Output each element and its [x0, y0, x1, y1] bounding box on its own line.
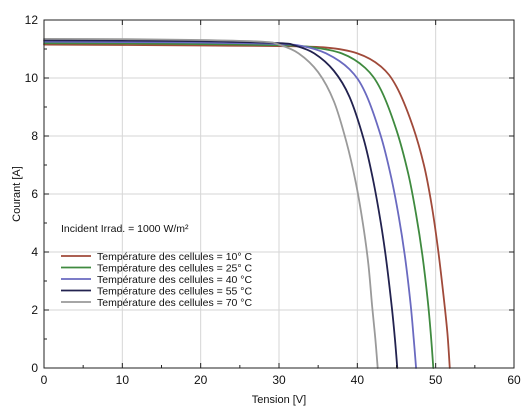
series-line-1 — [43, 43, 451, 369]
x-axis-title: Tension [V] — [252, 394, 306, 406]
y-tick-label: 8 — [31, 129, 38, 143]
legend: Température des cellules = 10° CTempérat… — [61, 251, 252, 309]
x-tick-label: 0 — [41, 373, 48, 387]
x-tick-label: 60 — [507, 373, 521, 387]
legend-label-1: Température des cellules = 10° C — [97, 251, 252, 263]
series-line-4 — [43, 39, 399, 369]
y-axis-title: Courant [A] — [11, 166, 23, 222]
y-tick-label: 6 — [31, 187, 38, 201]
legend-label-3: Température des cellules = 40 °C — [97, 274, 252, 286]
series-line-5 — [43, 37, 379, 369]
x-tick-label: 20 — [194, 373, 208, 387]
series-lines — [43, 37, 451, 369]
legend-label-5: Température des cellules = 70 °C — [97, 297, 252, 309]
legend-label-4: Température des cellules = 55 °C — [97, 286, 252, 298]
y-tick-label: 4 — [31, 245, 38, 259]
series-line-3 — [43, 40, 417, 369]
y-tick-label: 12 — [25, 13, 39, 27]
x-tick-label: 40 — [351, 373, 365, 387]
x-tick-label: 50 — [429, 373, 443, 387]
y-tick-labels: 0 2 4 6 8 10 12 — [25, 13, 39, 375]
x-tick-label: 10 — [116, 373, 130, 387]
irradiance-annotation: Incident Irrad. = 1000 W/m² — [61, 223, 189, 235]
x-tick-label: 30 — [272, 373, 286, 387]
series-line-2 — [43, 42, 435, 369]
y-tick-label: 0 — [31, 361, 38, 375]
x-tick-labels: 0 10 20 30 40 50 60 — [41, 373, 521, 387]
legend-label-2: Température des cellules = 25° C — [97, 263, 252, 275]
y-tick-label: 2 — [31, 303, 38, 317]
y-tick-label: 10 — [25, 71, 39, 85]
axis-ticks — [43, 19, 515, 369]
